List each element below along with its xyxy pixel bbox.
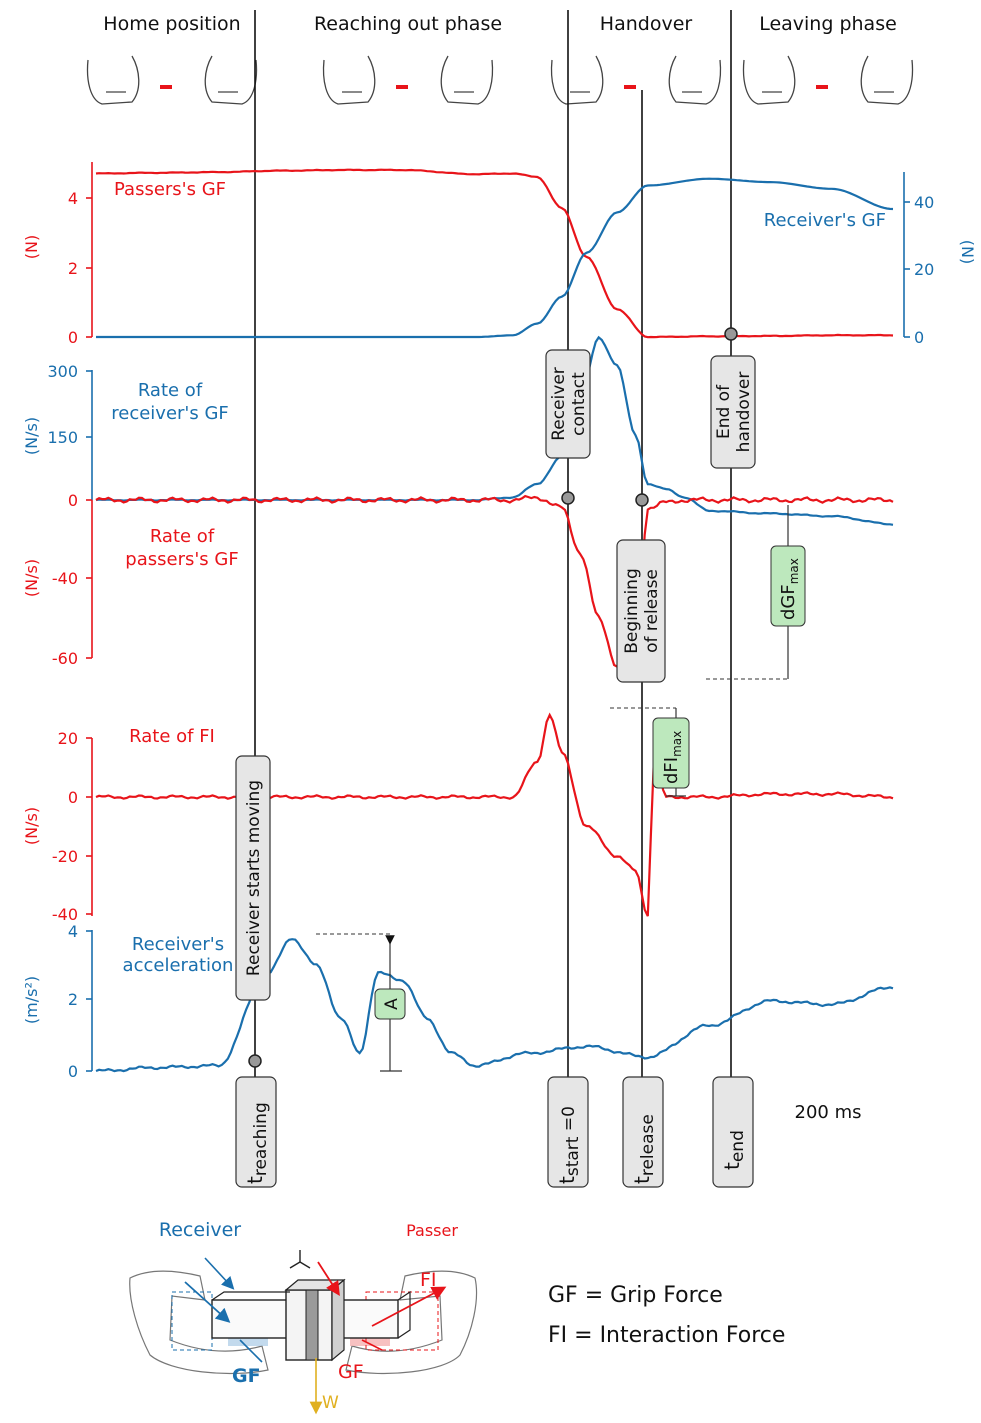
label-w: W (322, 1393, 339, 1413)
hand-sketch-0 (86, 55, 258, 105)
marker-t-end: tend (712, 1076, 754, 1188)
svg-text:Receiver: Receiver (549, 367, 569, 441)
svg-text:dFImax: dFImax (661, 731, 684, 784)
label-rate-receiver-gf-2: receiver's GF (111, 403, 229, 424)
svg-text:Receiver starts moving: Receiver starts moving (244, 780, 264, 976)
tick-label-acc-0: 0 (68, 1062, 78, 1081)
label-gf-passer: GF (338, 1361, 364, 1383)
dot-beginning-of-release (635, 493, 649, 507)
label-acc-2: acceleration (123, 955, 234, 976)
label-rate-passer-gf-1: Rate of (150, 526, 215, 547)
label-acc-1: Receiver's (132, 934, 224, 955)
phase-reaching: Reaching out phase (314, 13, 502, 35)
svg-text:contact: contact (569, 372, 589, 436)
ylabel-rate-bottom: (N/s) (22, 559, 41, 597)
dot-end-of-handover (724, 327, 738, 341)
svg-text:treaching: treaching (243, 1102, 271, 1184)
ylabel-fi: (N/s) (22, 807, 41, 845)
panel-rate-fi: 20 0 -20 -40 (N/s) Rate of FI (22, 712, 894, 924)
box-receiver-contact: Receiver contact (545, 349, 591, 459)
series-rate-passer-gf (95, 494, 894, 668)
phase-home: Home position (103, 13, 240, 35)
svg-text:trelease: trelease (630, 1114, 658, 1184)
label-rate-passer-gf-2: passers's GF (125, 549, 238, 570)
label-receiver-gf: Receiver's GF (764, 210, 886, 231)
tick-label-rate-m40: -40 (52, 569, 78, 588)
phase-leaving: Leaving phase (759, 13, 897, 35)
marker-t-start: tstart =0 (547, 1076, 589, 1188)
ylabel-left-n: (N) (22, 235, 41, 259)
svg-text:of release: of release (642, 569, 662, 653)
legend-gf: GF = Grip Force (548, 1283, 723, 1308)
box-end-of-handover: End of handover (710, 355, 756, 469)
svg-text:tend: tend (720, 1130, 748, 1170)
series-rate-receiver-gf (95, 335, 894, 526)
hand-sketch-1 (322, 55, 494, 105)
label-gf-receiver: GF (232, 1365, 261, 1387)
grip-illustration: Receiver Passer FI GF GF W (129, 1219, 478, 1415)
measure-dgf: dGFmax (706, 505, 806, 680)
tick-label-r-0: 0 (914, 328, 924, 347)
series-acceleration (95, 938, 894, 1073)
legend-fi: FI = Interaction Force (548, 1323, 785, 1348)
label-fi: FI (420, 1269, 437, 1291)
label-receiver: Receiver (159, 1219, 241, 1241)
tick-label-acc-4: 4 (68, 922, 78, 941)
series-passer-gf (95, 168, 894, 339)
ylabel-acc: (m/s²) (22, 976, 41, 1024)
tick-label-r-20: 20 (914, 260, 934, 279)
tick-label-fi-0: 0 (68, 788, 78, 807)
dot-receiver-starts-moving (248, 1054, 262, 1068)
series-rate-fi (95, 712, 894, 917)
svg-text:dGFmax: dGFmax (778, 558, 801, 620)
tick-label-4: 4 (68, 189, 78, 208)
svg-text:tstart =0: tstart =0 (555, 1106, 583, 1184)
tick-label-2: 2 (68, 259, 78, 278)
svg-text:handover: handover (734, 372, 754, 453)
label-rate-fi: Rate of FI (129, 726, 215, 747)
hand-sketch-2 (550, 55, 722, 105)
scale-bar-label: 200 ms (795, 1102, 862, 1123)
ylabel-rate-top: (N/s) (22, 417, 41, 455)
dot-receiver-contact (561, 491, 575, 505)
tick-label-150: 150 (47, 428, 78, 447)
panel-rate-gf: 300 150 (N/s) Rate of receiver's GF 0 -4… (22, 335, 894, 668)
marker-t-release: trelease (622, 1076, 664, 1188)
tick-label-fi-m40: -40 (52, 905, 78, 924)
tick-label-fi-20: 20 (58, 729, 78, 748)
marker-t-reaching: treaching (235, 1076, 277, 1188)
svg-text:Beginning: Beginning (622, 568, 642, 653)
hand-sketch-3 (742, 55, 914, 105)
box-receiver-starts-moving: Receiver starts moving (235, 755, 271, 1001)
tick-label-rate-0: 0 (68, 491, 78, 510)
event-dots (248, 327, 738, 1068)
hand-sketches (86, 55, 914, 105)
ylabel-right-n: (N) (958, 240, 977, 264)
series-receiver-gf (96, 177, 894, 339)
tick-label-fi-m20: -20 (52, 847, 78, 866)
tick-label-0: 0 (68, 328, 78, 347)
measure-a: A (316, 933, 406, 1072)
svg-text:End of: End of (714, 384, 734, 439)
tick-label-acc-2: 2 (68, 990, 78, 1009)
label-passer: Passer (406, 1221, 458, 1240)
label-passer-gf: Passers's GF (114, 179, 226, 200)
tick-label-300: 300 (47, 362, 78, 381)
panel-grip-force: 4 2 0 (N) Passers's GF 40 20 0 (N) Recei… (22, 162, 977, 347)
panel-acceleration: 4 2 0 (m/s²) Receiver's acceleration (22, 922, 894, 1081)
phase-handover: Handover (600, 13, 693, 35)
box-beginning-of-release: Beginning of release (616, 539, 666, 683)
tick-label-rate-m60: -60 (52, 649, 78, 668)
svg-text:A: A (382, 998, 402, 1010)
measure-dfi: dFImax (610, 707, 690, 797)
label-rate-receiver-gf-1: Rate of (138, 380, 203, 401)
tick-label-r-40: 40 (914, 193, 934, 212)
